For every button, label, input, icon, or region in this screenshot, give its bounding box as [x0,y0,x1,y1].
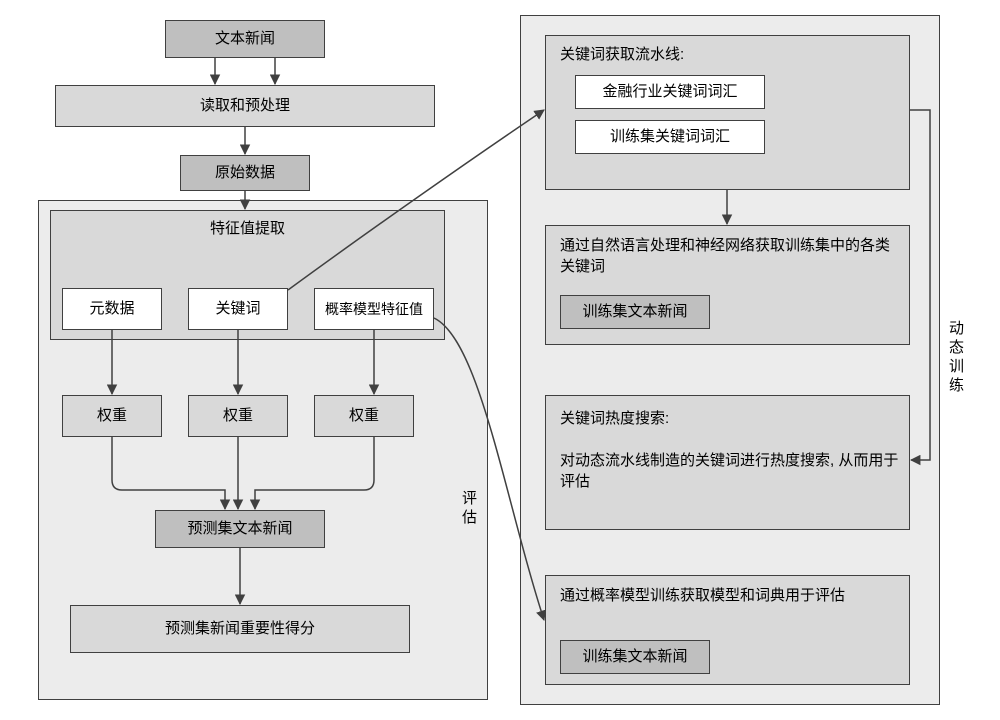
node-raw-data: 原始数据 [180,155,310,191]
label-evaluation: 评估 [458,490,479,528]
node-score: 预测集新闻重要性得分 [70,605,410,653]
node-pipeline-item-0: 金融行业关键词词汇 [575,75,765,109]
node-pipeline-item-1: 训练集关键词词汇 [575,120,765,154]
title-keyword-pipeline: 关键词获取流水线: [560,44,684,65]
node-preprocess: 读取和预处理 [55,85,435,127]
node-predict-set: 预测集文本新闻 [155,510,325,548]
text-prob-model: 通过概率模型训练获取模型和词典用于评估 [560,585,900,606]
node-weight-2: 权重 [314,395,414,437]
node-train-tag-1: 训练集文本新闻 [560,295,710,329]
label-dynamic-training: 动态训练 [945,320,966,396]
node-text-news: 文本新闻 [165,20,325,58]
node-weight-1: 权重 [188,395,288,437]
text-nlp-extract: 通过自然语言处理和神经网络获取训练集中的各类关键词 [560,235,900,277]
text-heat-search: 对动态流水线制造的关键词进行热度搜索, 从而用于评估 [560,450,900,492]
title-heat-search: 关键词热度搜索: [560,408,669,429]
node-weight-0: 权重 [62,395,162,437]
title-feature-extract: 特征值提取 [50,218,445,239]
node-feature-metadata: 元数据 [62,288,162,330]
node-feature-probmodel: 概率模型特征值 [314,288,434,330]
diagram-canvas: 文本新闻 读取和预处理 原始数据 评估 特征值提取 元数据 关键词 概率模型特征… [0,0,1000,720]
node-feature-keyword: 关键词 [188,288,288,330]
node-train-tag-2: 训练集文本新闻 [560,640,710,674]
